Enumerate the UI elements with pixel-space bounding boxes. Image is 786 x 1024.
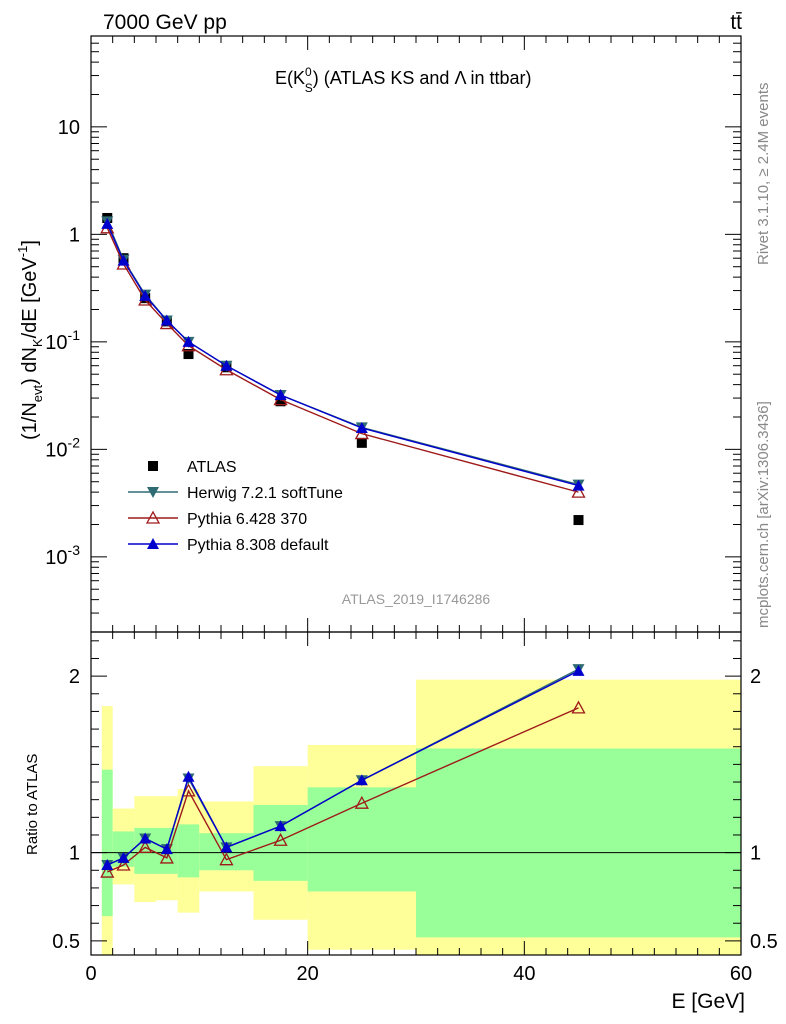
legend-marker	[147, 538, 159, 549]
ratio-series-pythia8	[101, 664, 585, 870]
legend-marker	[148, 461, 158, 471]
rivet-label: Rivet 3.1.10, ≥ 2.4M events	[755, 83, 772, 266]
series-line-pythia6	[106, 227, 579, 493]
point-data	[275, 396, 286, 407]
ratio-point-pythia6	[159, 850, 174, 864]
ratio-point-pythia6	[571, 700, 586, 714]
point-pythia8	[182, 335, 195, 347]
ratio-series-pythia6	[100, 700, 586, 878]
main-plot-panel: 10-3 10-2 10-1 1 10	[45, 35, 742, 633]
legend-label: ATLAS	[187, 459, 237, 476]
legend-item-herwig: Herwig 7.2.1 softTune	[128, 485, 343, 502]
header-left: 7000 GeV pp	[103, 11, 227, 34]
y-tick-label: 10-1	[45, 327, 80, 354]
series-data	[102, 212, 584, 526]
ratio-y-tick-label-right: 0.5	[750, 931, 778, 953]
ratio-y-tick-label-right: 2	[750, 666, 761, 688]
ratio-point-pythia8	[139, 832, 152, 844]
point-pythia8	[101, 217, 114, 229]
ratio-point-pythia8	[572, 664, 585, 676]
ratio-point-pythia6	[100, 864, 115, 878]
ratio-point-pythia8	[220, 841, 233, 853]
legend-item-data: ATLAS	[148, 459, 237, 476]
y-tick-label: 10-3	[45, 542, 80, 569]
ratio-point-pythia8	[182, 770, 195, 782]
legend-item-pythia8: Pythia 8.308 default	[128, 537, 329, 554]
ratio-y-tick-label: 0.5	[52, 931, 80, 953]
ratio-point-pythia6	[181, 783, 196, 797]
point-pythia6	[571, 484, 586, 498]
ratio-plot-panel: 0 20 40 60 0.5 0.5 1 1 2 2	[52, 631, 778, 985]
band-inner-1	[112, 831, 135, 867]
ratio-point-pythia6	[116, 857, 131, 871]
ratio-y-tick-label: 2	[69, 666, 80, 688]
x-axis-label: E [GeV]	[671, 990, 745, 1013]
ratio-point-pythia8	[274, 820, 287, 832]
series-line-herwig	[106, 221, 579, 486]
point-pythia8	[117, 254, 130, 266]
x-tick-label: 60	[730, 963, 752, 985]
mcplots-label: mcplots.cern.ch [arXiv:1306.3436]	[755, 401, 772, 628]
legend-item-pythia6: Pythia 6.428 370	[128, 510, 307, 528]
ratio-line-pythia6	[106, 707, 579, 873]
series-herwig	[101, 216, 585, 491]
ratio-point-pythia6	[138, 839, 153, 853]
y-tick-label: 10-2	[45, 434, 80, 461]
svg-text:(1/Nevt) dNK/dE [GeV-1]: (1/Nevt) dNK/dE [GeV-1]	[15, 240, 45, 440]
header-right: tt̄	[730, 11, 742, 34]
series-pythia8	[101, 217, 585, 491]
point-pythia8	[572, 479, 585, 491]
point-pythia8	[139, 289, 152, 301]
x-tick-label: 20	[297, 963, 319, 985]
y-tick-label: 10	[58, 117, 80, 139]
point-pythia8	[160, 314, 173, 326]
band-inner-6	[253, 804, 308, 881]
point-data	[356, 437, 367, 448]
band-inner-8	[416, 748, 741, 938]
legend-marker	[145, 510, 161, 524]
point-pythia8	[355, 422, 368, 434]
ratio-point-pythia8	[160, 843, 173, 855]
y-axis-label-ratio: Ratio to ATLAS	[24, 754, 41, 855]
ratio-y-tick-label: 1	[69, 843, 80, 865]
legend-label: Herwig 7.2.1 softTune	[187, 485, 343, 502]
band-inner-7	[307, 787, 416, 892]
x-tick-label: 0	[85, 963, 96, 985]
band-inner-0	[101, 769, 113, 917]
legend: ATLAS Herwig 7.2.1 softTune Pythia 6.428 3…	[128, 459, 343, 554]
ratio-point-pythia6	[273, 832, 288, 846]
y-axis-label-main: (1/Nevt) dNK/dE [GeV-1]	[15, 240, 45, 440]
plot-title: E(K0 S) (ATLAS KS and Λ in ttbar)	[275, 65, 532, 95]
series-pythia6	[100, 220, 586, 498]
legend-label: Pythia 6.428 370	[187, 511, 307, 528]
point-pythia6	[354, 426, 369, 440]
point-data	[183, 349, 194, 360]
point-data	[573, 515, 584, 526]
ratio-point-pythia8	[355, 774, 368, 786]
band-inner-4	[177, 824, 200, 878]
series-line-pythia8	[106, 223, 579, 487]
ratio-point-pythia6	[219, 852, 234, 866]
ratio-point-pythia8	[101, 858, 114, 870]
point-pythia8	[220, 359, 233, 371]
y-tick-label: 1	[69, 224, 80, 246]
analysis-id: ATLAS_2019_I1746286	[342, 591, 491, 607]
legend-marker	[147, 487, 159, 498]
legend-label: Pythia 8.308 default	[187, 537, 329, 554]
ratio-point-pythia6	[354, 795, 369, 809]
ratio-y-tick-label-right: 1	[750, 843, 761, 865]
point-pythia8	[274, 389, 287, 401]
x-tick-label: 40	[513, 963, 535, 985]
band-inner-2	[134, 827, 156, 874]
ratio-point-pythia8	[117, 851, 130, 863]
